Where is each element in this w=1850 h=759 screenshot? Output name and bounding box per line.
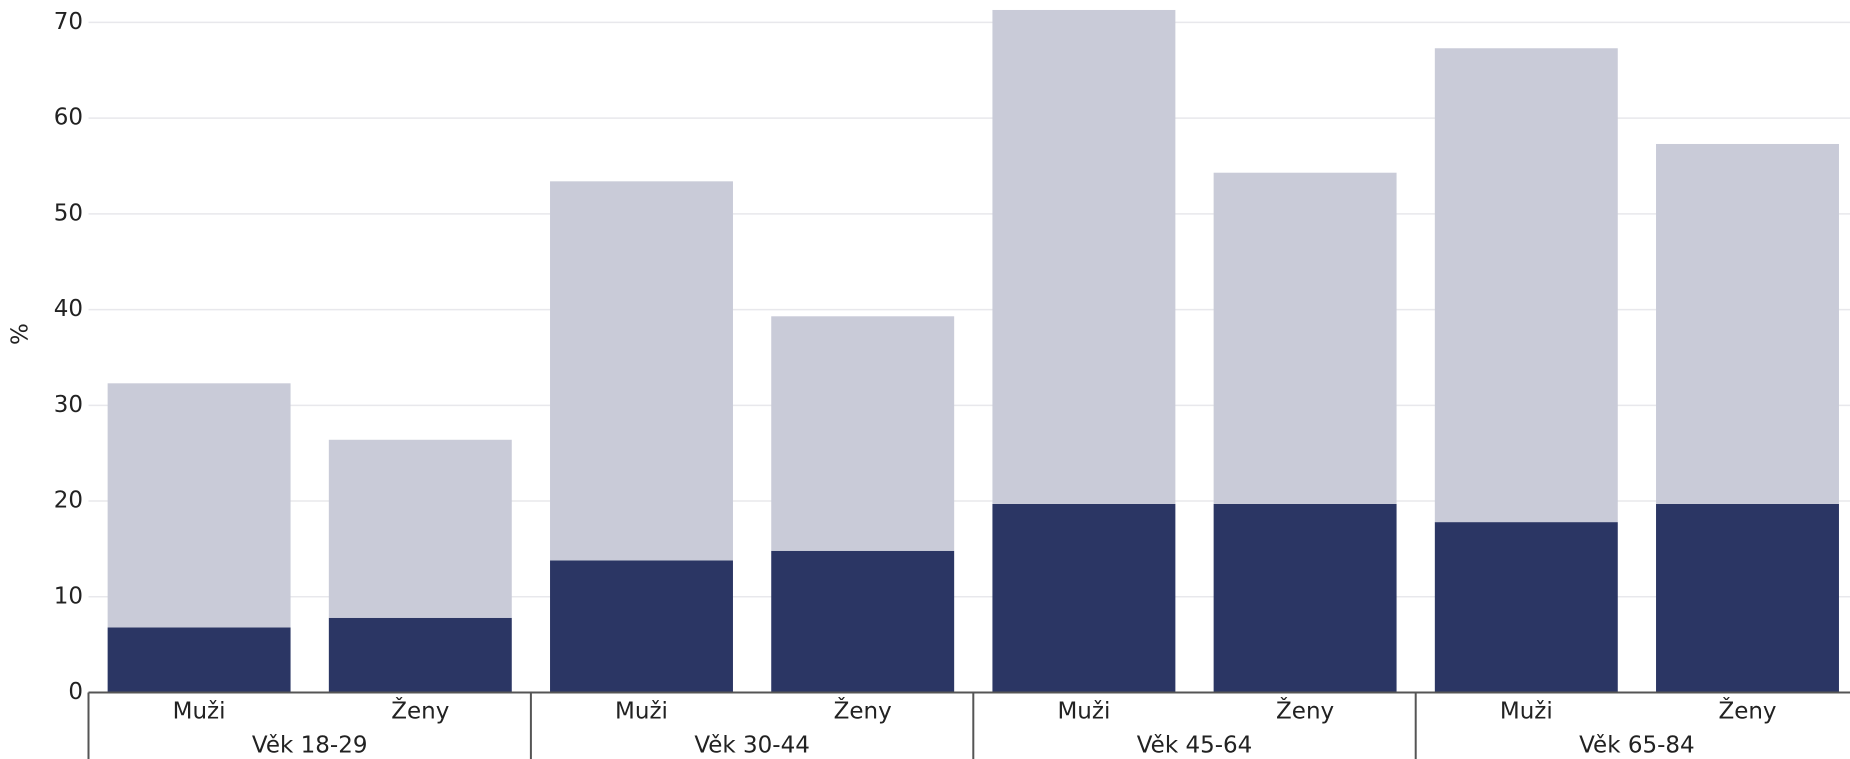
x-tick-label: Ženy [834, 697, 892, 725]
bar-segment [550, 181, 733, 561]
y-tick-label: 10 [54, 583, 83, 609]
x-tick-label: Muži [1500, 699, 1553, 725]
x-tick-label: Muži [1057, 699, 1110, 725]
y-tick-label: 40 [54, 296, 83, 322]
group-label: Věk 30-44 [694, 733, 810, 759]
bar-segment [107, 383, 291, 628]
bar-segment [107, 627, 291, 693]
bar-segment [328, 617, 512, 693]
x-tick-label: Ženy [391, 697, 449, 725]
bar-segment [992, 503, 1176, 693]
bar-segment [1434, 48, 1618, 523]
y-tick-label: 0 [68, 679, 83, 705]
bar-segment [992, 9, 1176, 504]
y-tick-label: 60 [54, 105, 83, 131]
bar-segment [1434, 522, 1618, 693]
y-axis-label: % [8, 323, 34, 345]
bar-segment [771, 550, 955, 693]
bar-segment [550, 560, 733, 693]
y-tick-label: 50 [54, 200, 83, 226]
group-label: Věk 45-64 [1137, 733, 1253, 759]
bar-segment [1656, 143, 1839, 504]
bar-segment [1213, 172, 1397, 504]
group-label: Věk 65-84 [1579, 733, 1695, 759]
y-tick-label: 30 [54, 392, 83, 418]
bar-segment [328, 439, 512, 618]
bar-segment [771, 316, 955, 551]
x-tick-label: Ženy [1276, 697, 1334, 725]
y-tick-label: 20 [54, 488, 83, 514]
bar-segment [1213, 503, 1397, 693]
x-tick-label: Ženy [1718, 697, 1776, 725]
group-label: Věk 18-29 [252, 733, 368, 759]
x-tick-label: Muži [615, 699, 668, 725]
x-tick-label: Muži [173, 699, 226, 725]
y-tick-label: 70 [54, 9, 83, 35]
bar-segment [1656, 503, 1839, 693]
